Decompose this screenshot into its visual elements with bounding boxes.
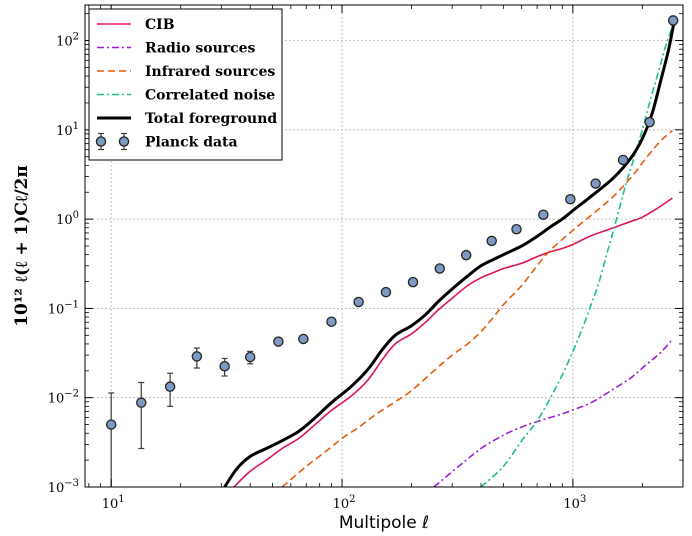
y-tick-label: 10−3 (48, 478, 79, 496)
data-point (486, 235, 497, 247)
y-tick-label: 100 (56, 210, 79, 228)
y-tick-label: 10−2 (48, 389, 79, 407)
legend-marker (118, 136, 130, 147)
y-tick-label: 10−1 (48, 299, 79, 317)
y-tick-label: 101 (56, 121, 79, 139)
data-point (667, 15, 679, 26)
legend-marker (95, 136, 107, 147)
data-point (617, 154, 629, 166)
legend-label: CIB (145, 17, 175, 33)
y-axis-title: 10¹² ℓ(ℓ + 1)Cℓ/2π (12, 165, 32, 327)
y-tick-label-exponent: −1 (64, 299, 79, 310)
data-point (380, 286, 392, 298)
y-tick-label-exponent: 1 (73, 121, 79, 132)
data-point (538, 209, 549, 220)
x-tick-label: 101 (102, 494, 125, 512)
data-point (244, 351, 256, 363)
data-point (298, 333, 309, 345)
series-line-infrared-sources (281, 129, 673, 487)
legend-box (88, 8, 283, 161)
series-line-radio-sources (433, 338, 674, 487)
data-point (273, 336, 284, 347)
data-point (590, 178, 601, 189)
x-tick-label-exponent: 3 (580, 494, 586, 505)
data-point (434, 263, 445, 274)
data-point (105, 419, 117, 430)
data-point (164, 381, 176, 392)
legend-label: Correlated noise (145, 88, 275, 104)
x-tick-label-exponent: 2 (349, 494, 355, 505)
y-tick-label-exponent: 2 (73, 32, 79, 43)
data-point (565, 193, 576, 205)
legend: CIB Radio sources Infrared sources Correlat… (88, 8, 283, 161)
y-tick-label-exponent: −3 (64, 478, 79, 489)
data-point (191, 351, 203, 362)
data-point (407, 276, 419, 288)
data-point (644, 116, 655, 128)
data-point (511, 224, 522, 235)
x-tick-label: 103 (563, 494, 586, 512)
y-tick-label-exponent: −2 (64, 389, 79, 400)
series-line-correlated-noise (480, 19, 676, 487)
y-tick-label-exponent: 0 (73, 210, 79, 221)
series-line-cib (233, 197, 673, 487)
points-layer (105, 15, 679, 487)
data-point (219, 361, 230, 372)
x-tick-label: 102 (333, 494, 356, 512)
legend-label: Radio sources (145, 41, 256, 57)
y-tick-label: 102 (56, 32, 79, 50)
x-tick-label-exponent: 1 (118, 494, 124, 505)
data-point (326, 316, 337, 327)
data-point (136, 397, 147, 408)
x-axis-title: Multipole ℓ (339, 513, 429, 533)
data-point (353, 296, 364, 308)
legend-label: Infrared sources (145, 64, 275, 80)
legend-label: Planck data (145, 135, 238, 151)
legend-label: Total foreground (145, 111, 277, 127)
data-point (460, 249, 472, 261)
